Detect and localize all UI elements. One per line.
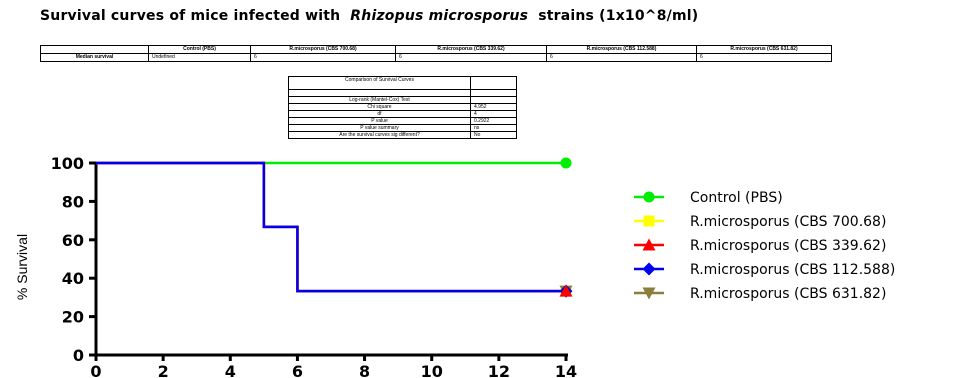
median-survival-table: Control (PBS) R.microsporus (CBS 700.68)… — [40, 45, 832, 62]
comparison-row: Are the survival curves sig different? No — [288, 131, 517, 139]
legend-label: R.microsporus (CBS 631.82) — [690, 286, 886, 302]
x-tick-label: 4 — [225, 362, 236, 378]
series-line — [96, 161, 566, 293]
chart-title: Survival curves of mice infected with Rhi… — [40, 8, 698, 24]
legend-marker — [643, 215, 655, 227]
legend-marker — [642, 262, 656, 276]
series-line — [96, 161, 566, 293]
y-tick-label: 80 — [62, 192, 84, 211]
y-tick-label: 40 — [62, 269, 84, 288]
x-tick-label: 6 — [292, 362, 303, 378]
x-tick-label: 2 — [158, 362, 169, 378]
x-tick-label: 0 — [90, 362, 101, 378]
y-axis-label: % Survival — [14, 234, 30, 300]
median-table-row: Median survival Undefined 6 6 6 6 — [40, 53, 832, 62]
series-line — [96, 161, 566, 293]
x-tick-label: 14 — [555, 362, 577, 378]
median-value-cell: 6 — [696, 53, 832, 62]
y-tick-label: 60 — [62, 231, 84, 250]
legend-marker — [642, 238, 656, 251]
comparison-table: Comparison of Survival Curves Log-rank (… — [288, 76, 517, 139]
legend-label: R.microsporus (CBS 339.62) — [690, 238, 886, 254]
y-tick-label: 0 — [73, 346, 84, 365]
legend-marker — [642, 287, 656, 300]
series-marker — [560, 157, 572, 169]
series-marker — [559, 284, 573, 297]
x-tick-label: 12 — [488, 362, 510, 378]
y-tick-label: 100 — [51, 154, 84, 173]
x-tick-label: 8 — [359, 362, 370, 378]
y-tick-label: 20 — [62, 308, 84, 327]
x-tick-label: 10 — [421, 362, 443, 378]
title-species: Rhizopus microsporus — [350, 8, 529, 24]
legend-label: R.microsporus (CBS 700.68) — [690, 214, 886, 230]
legend-marker — [643, 191, 655, 203]
title-suffix: strains (1x10^8/ml) — [538, 8, 699, 24]
legend-label: Control (PBS) — [690, 190, 783, 206]
legend-label: R.microsporus (CBS 112.588) — [690, 262, 895, 278]
comparison-value: No — [470, 131, 517, 139]
series-line — [96, 161, 566, 293]
title-prefix: Survival curves of mice infected with — [40, 8, 341, 24]
